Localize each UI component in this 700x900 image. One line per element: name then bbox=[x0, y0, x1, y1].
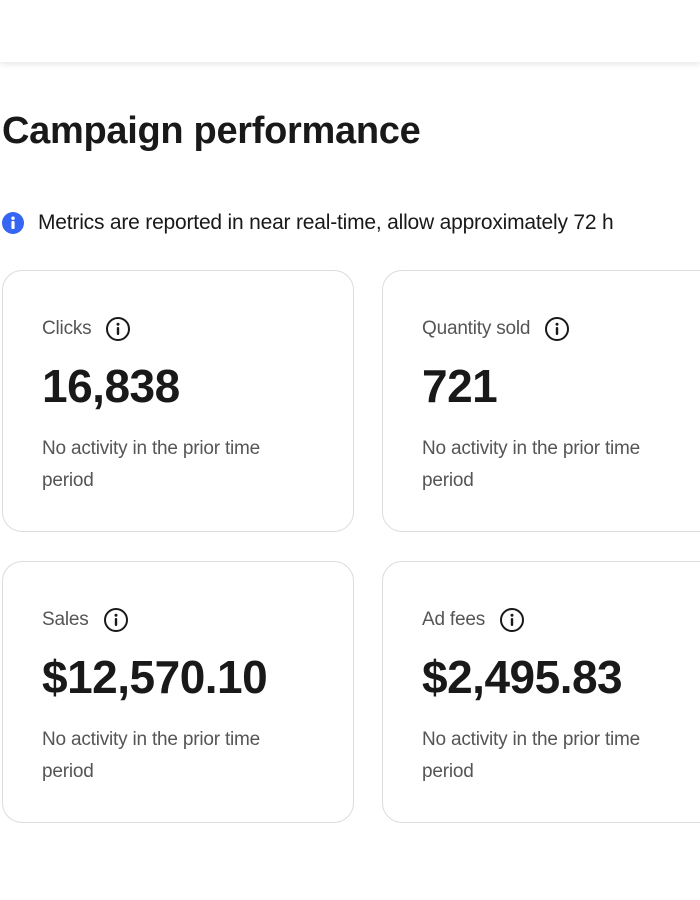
info-outline-icon[interactable] bbox=[499, 607, 525, 633]
metric-label-row: Sales bbox=[42, 606, 129, 634]
metric-value: $2,495.83 bbox=[422, 651, 623, 703]
info-filled-icon bbox=[2, 212, 24, 234]
info-outline-icon[interactable] bbox=[103, 607, 129, 633]
metric-card-quantity-sold: Quantity sold 721 No activity in the pri… bbox=[382, 270, 700, 532]
metric-label-row: Quantity sold bbox=[422, 315, 570, 343]
notice-text: Metrics are reported in near real-time, … bbox=[38, 211, 614, 234]
metric-note: No activity in the prior time period bbox=[422, 438, 641, 491]
metric-note: No activity in the prior time period bbox=[422, 729, 641, 782]
metric-card-clicks: Clicks 16,838 No activity in the prior t… bbox=[2, 270, 354, 532]
metric-card-sales: Sales $12,570.10 No activity in the prio… bbox=[2, 561, 354, 823]
metric-note: No activity in the prior time period bbox=[42, 438, 261, 491]
top-header-bar bbox=[0, 0, 700, 62]
metric-value: 16,838 bbox=[42, 360, 180, 412]
metric-label: Sales bbox=[42, 609, 89, 630]
metric-label: Clicks bbox=[42, 318, 92, 339]
metric-label-row: Ad fees bbox=[422, 606, 525, 634]
metric-card-ad-fees: Ad fees $2,495.83 No activity in the pri… bbox=[382, 561, 700, 823]
realtime-notice: Metrics are reported in near real-time, … bbox=[2, 207, 700, 239]
metric-note: No activity in the prior time period bbox=[42, 729, 261, 782]
metric-label: Ad fees bbox=[422, 609, 486, 630]
metric-value: 721 bbox=[422, 360, 498, 412]
page-title: Campaign performance bbox=[2, 110, 421, 152]
metric-label: Quantity sold bbox=[422, 318, 531, 339]
metric-value: $12,570.10 bbox=[42, 651, 268, 703]
info-outline-icon[interactable] bbox=[544, 316, 570, 342]
info-outline-icon[interactable] bbox=[105, 316, 131, 342]
metric-label-row: Clicks bbox=[42, 315, 131, 343]
